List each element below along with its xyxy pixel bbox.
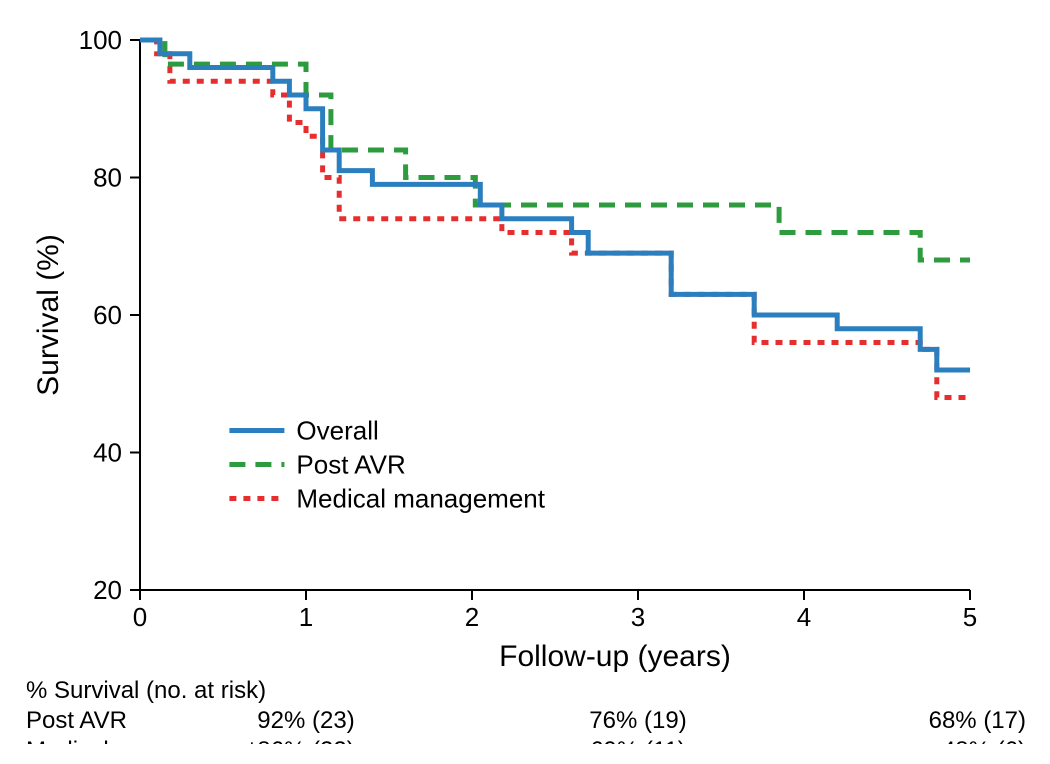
y-axis-label: Survival (%) [32,234,65,396]
x-tick-label: 0 [133,602,147,632]
y-tick-label: 40 [93,438,122,468]
x-tick-label: 4 [797,602,811,632]
risk-cell: 86% (22) [257,737,354,744]
risk-cell: 68% (17) [929,707,1026,734]
series-post-avr [140,40,970,260]
risk-cell: 48% (6) [942,737,1026,744]
x-tick-label: 5 [963,602,977,632]
risk-cell: 76% (19) [589,707,686,734]
y-tick-label: 60 [93,300,122,330]
survival-chart-container: 20 40 60 80 100 0 1 2 3 4 5 Follow-up (years) Surviv… [20,20,1030,744]
x-tick-label: 2 [465,602,479,632]
risk-cell: 92% (23) [257,707,354,734]
x-tick-label: 3 [631,602,645,632]
legend-label: Overall [296,416,378,446]
y-tick-label: 100 [79,25,122,55]
x-axis-label: Follow-up (years) [499,640,731,673]
risk-row-label: Post AVR [26,707,127,734]
legend-label: Medical management [296,484,545,514]
survival-chart-svg: 20 40 60 80 100 0 1 2 3 4 5 Follow-up (years) Surviv… [20,20,1030,744]
risk-cell: 69% (11) [590,737,686,744]
legend-label: Post AVR [296,450,405,480]
y-tick-label: 80 [93,163,122,193]
x-tick-label: 1 [299,602,313,632]
risk-table-title: % Survival (no. at risk) [26,677,266,704]
y-tick-label: 20 [93,575,122,605]
risk-row-label: Medical management [26,737,256,744]
